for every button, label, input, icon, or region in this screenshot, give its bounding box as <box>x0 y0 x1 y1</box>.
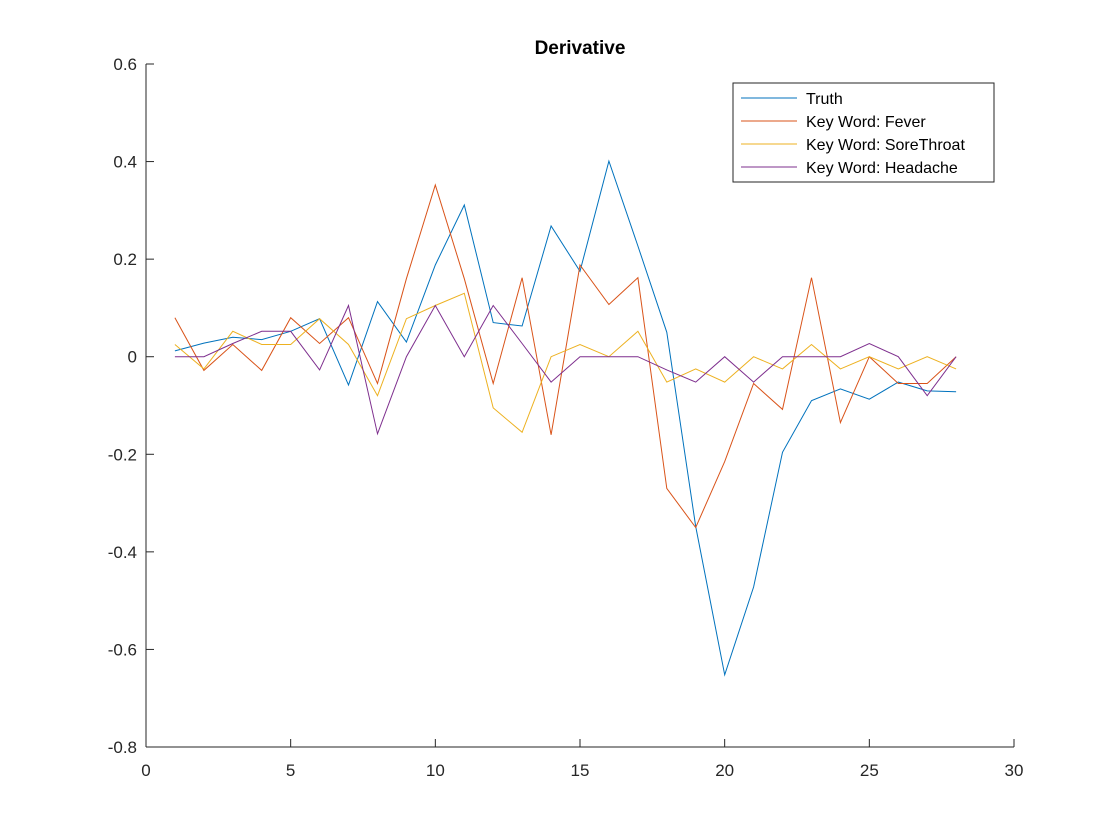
legend-entry-label: Truth <box>806 91 843 108</box>
y-tick-label: -0.2 <box>108 445 137 464</box>
x-tick-label: 20 <box>715 761 734 780</box>
y-tick-label: 0 <box>128 348 137 367</box>
axes: 0 5 10 15 20 25 30 -0.8 -0.6 -0.4 -0.2 0 0.2 0.4 0.6 <box>108 55 1024 780</box>
series-line-truth <box>174 159 957 677</box>
legend-entry-label: Key Word: Fever <box>806 114 926 131</box>
x-tick-label: 30 <box>1005 761 1024 780</box>
x-tick-label: 10 <box>426 761 445 780</box>
x-tick-label: 15 <box>571 761 590 780</box>
y-tick-label: 0.2 <box>113 250 137 269</box>
y-tick-label: -0.8 <box>108 738 137 757</box>
x-tick-label: 25 <box>860 761 879 780</box>
chart-title: Derivative <box>535 38 626 59</box>
y-tick-label: 0.4 <box>113 153 137 172</box>
x-tick-label: 5 <box>286 761 295 780</box>
y-tick-label: 0.6 <box>113 55 137 74</box>
y-tick-label: -0.4 <box>108 543 137 562</box>
series-line-key-word-fever <box>174 183 957 529</box>
series-lines <box>174 159 957 677</box>
legend-entry-label: Key Word: SoreThroat <box>806 137 965 154</box>
legend-entry-label: Key Word: Headache <box>806 160 958 177</box>
x-tick-label: 0 <box>141 761 150 780</box>
series-line-key-word-headache <box>174 303 957 436</box>
y-tick-label: -0.6 <box>108 640 137 659</box>
legend: Truth Key Word: Fever Key Word: SoreThroat… <box>732 82 995 183</box>
legend-box <box>732 82 995 183</box>
